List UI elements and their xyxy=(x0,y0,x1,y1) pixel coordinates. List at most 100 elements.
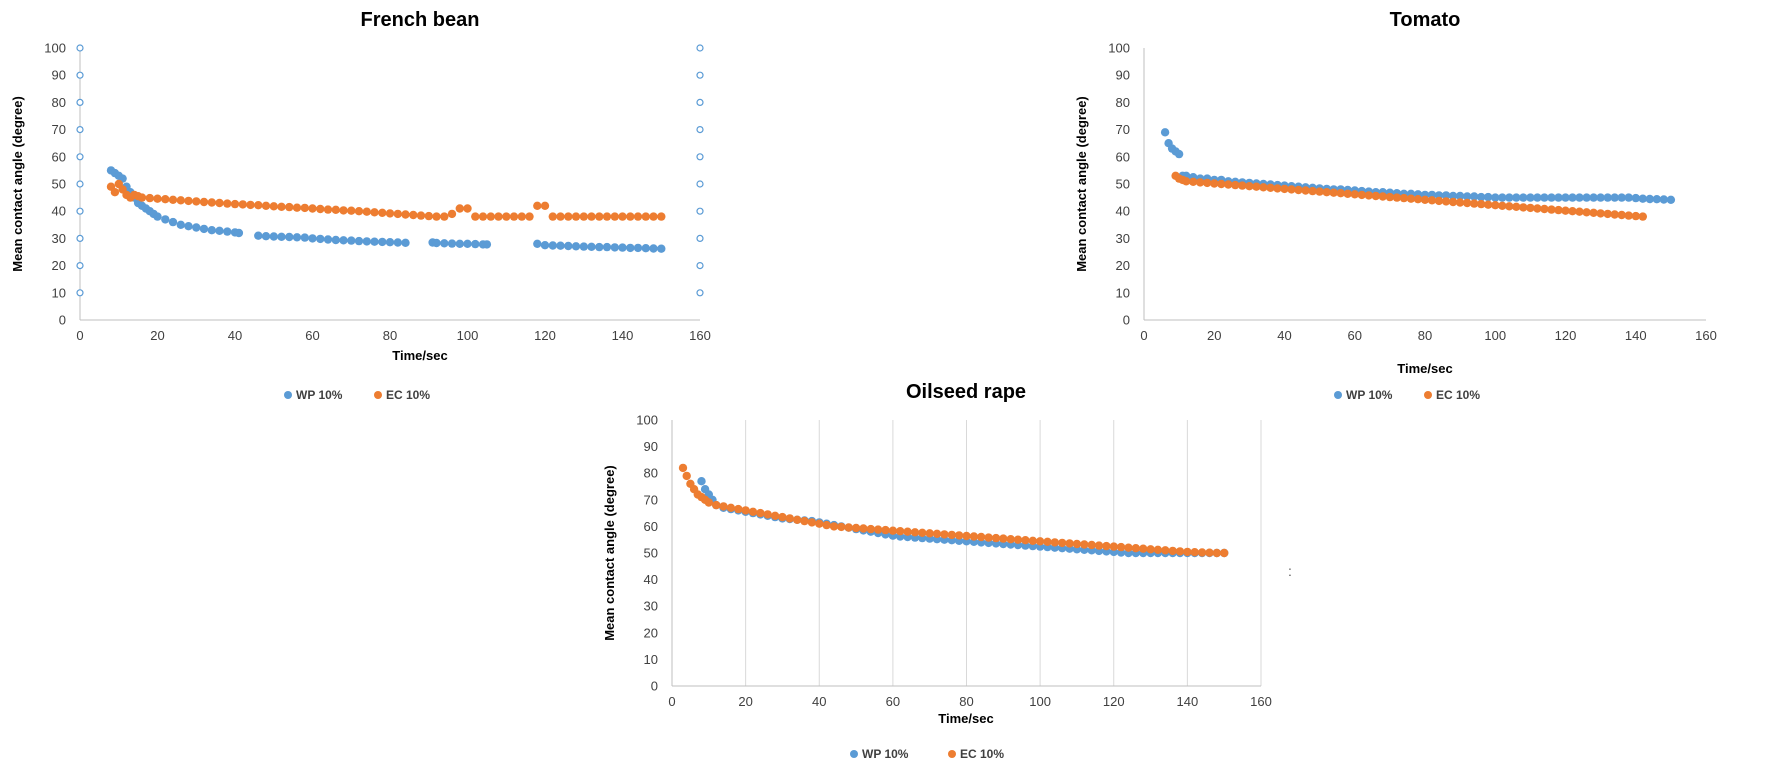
data-point xyxy=(1659,195,1669,204)
data-point xyxy=(1617,193,1626,202)
x-tick-label: 160 xyxy=(1250,694,1272,709)
data-point xyxy=(649,244,658,253)
data-point xyxy=(1196,178,1205,187)
legend-label: EC 10% xyxy=(960,747,1004,761)
data-point xyxy=(1505,193,1514,202)
chart-oilseed-rape: Oilseed rape 0 10 20 30 40 50 60 70 80 90 100 0 20 40 6… xyxy=(602,381,1272,761)
data-point xyxy=(1582,193,1591,202)
data-point xyxy=(254,201,263,210)
data-point xyxy=(502,212,511,221)
data-point xyxy=(618,212,627,221)
y-tick-label: 80 xyxy=(644,466,658,481)
data-point xyxy=(261,201,271,210)
data-point xyxy=(1526,203,1535,213)
data-point xyxy=(1197,548,1207,557)
legend-marker xyxy=(284,391,292,399)
data-point xyxy=(246,200,255,210)
data-point xyxy=(1617,210,1626,220)
data-point xyxy=(234,228,244,238)
data-point xyxy=(1610,193,1619,202)
axis-marker-left xyxy=(76,98,84,107)
axis-marker-right xyxy=(696,126,704,134)
data-point xyxy=(292,233,302,242)
data-point xyxy=(339,206,348,215)
data-point xyxy=(741,506,750,515)
data-point xyxy=(1540,193,1549,202)
data-point xyxy=(587,242,596,251)
data-point xyxy=(734,504,743,514)
data-point xyxy=(1519,203,1528,212)
axis-marker-left xyxy=(76,262,84,270)
data-point xyxy=(1205,548,1214,557)
data-point xyxy=(482,240,492,249)
chart-title: Tomato xyxy=(1390,9,1461,31)
y-tick-label: 40 xyxy=(52,204,66,219)
data-point xyxy=(1183,547,1192,557)
x-tick-label: 40 xyxy=(228,328,242,343)
y-tick-label: 50 xyxy=(644,546,658,561)
data-point xyxy=(323,235,333,244)
data-point xyxy=(300,203,309,213)
legend-label: WP 10% xyxy=(1346,388,1393,402)
data-point xyxy=(1210,179,1219,188)
data-point xyxy=(991,533,1001,543)
axis-marker-right xyxy=(696,44,704,52)
data-point xyxy=(1470,192,1479,201)
data-point xyxy=(657,212,666,221)
data-point xyxy=(1378,192,1388,201)
data-point xyxy=(1006,535,1015,544)
data-point xyxy=(269,232,278,241)
y-tick-label: 40 xyxy=(1116,204,1130,219)
data-point xyxy=(896,527,905,536)
y-tick-label: 40 xyxy=(644,572,658,587)
data-point xyxy=(385,209,395,218)
data-point xyxy=(579,242,588,251)
data-point xyxy=(269,202,278,211)
x-axis-title: Time/sec xyxy=(938,711,993,726)
data-point xyxy=(1624,211,1633,220)
data-point xyxy=(1109,542,1119,551)
data-point xyxy=(1146,545,1155,554)
y-tick-label: 20 xyxy=(52,258,66,273)
data-point xyxy=(1102,541,1111,551)
data-point xyxy=(1448,191,1458,201)
data-point xyxy=(1638,194,1648,203)
data-point xyxy=(903,527,912,536)
legend-label: WP 10% xyxy=(296,388,343,402)
data-point xyxy=(1554,205,1563,215)
data-point xyxy=(455,204,464,213)
data-point xyxy=(1343,189,1352,198)
data-point xyxy=(579,212,588,221)
data-point xyxy=(697,477,706,486)
data-point xyxy=(1336,189,1345,198)
data-point xyxy=(1463,198,1472,208)
data-point xyxy=(385,238,395,247)
x-tick-label: 40 xyxy=(1277,328,1291,343)
data-point xyxy=(1043,537,1052,546)
data-point xyxy=(463,204,472,213)
data-point xyxy=(602,242,612,252)
data-point xyxy=(571,212,581,221)
axis-marker-left xyxy=(76,289,84,297)
data-point xyxy=(1484,192,1493,202)
data-point xyxy=(1526,193,1535,202)
y-tick-label: 100 xyxy=(636,413,658,428)
series-ec xyxy=(1171,171,1648,221)
data-point xyxy=(1259,183,1268,192)
data-point xyxy=(748,507,758,516)
legend-label: WP 10% xyxy=(862,747,909,761)
data-point xyxy=(215,198,224,208)
data-point xyxy=(932,529,942,538)
data-point xyxy=(954,531,964,540)
data-point xyxy=(1568,207,1577,216)
data-point xyxy=(1168,546,1177,556)
data-point xyxy=(1385,192,1395,202)
y-tick-label: 70 xyxy=(1116,122,1130,137)
data-point xyxy=(1212,548,1222,558)
data-point xyxy=(1287,185,1296,194)
data-point xyxy=(354,236,364,246)
y-tick-label: 100 xyxy=(1108,41,1130,56)
x-tick-label: 80 xyxy=(1418,328,1432,343)
chart-tomato: Tomato 0 10 20 30 40 50 60 70 80 90 100 0 20 40 60 80 100… xyxy=(1074,9,1717,402)
data-point xyxy=(1189,177,1198,186)
